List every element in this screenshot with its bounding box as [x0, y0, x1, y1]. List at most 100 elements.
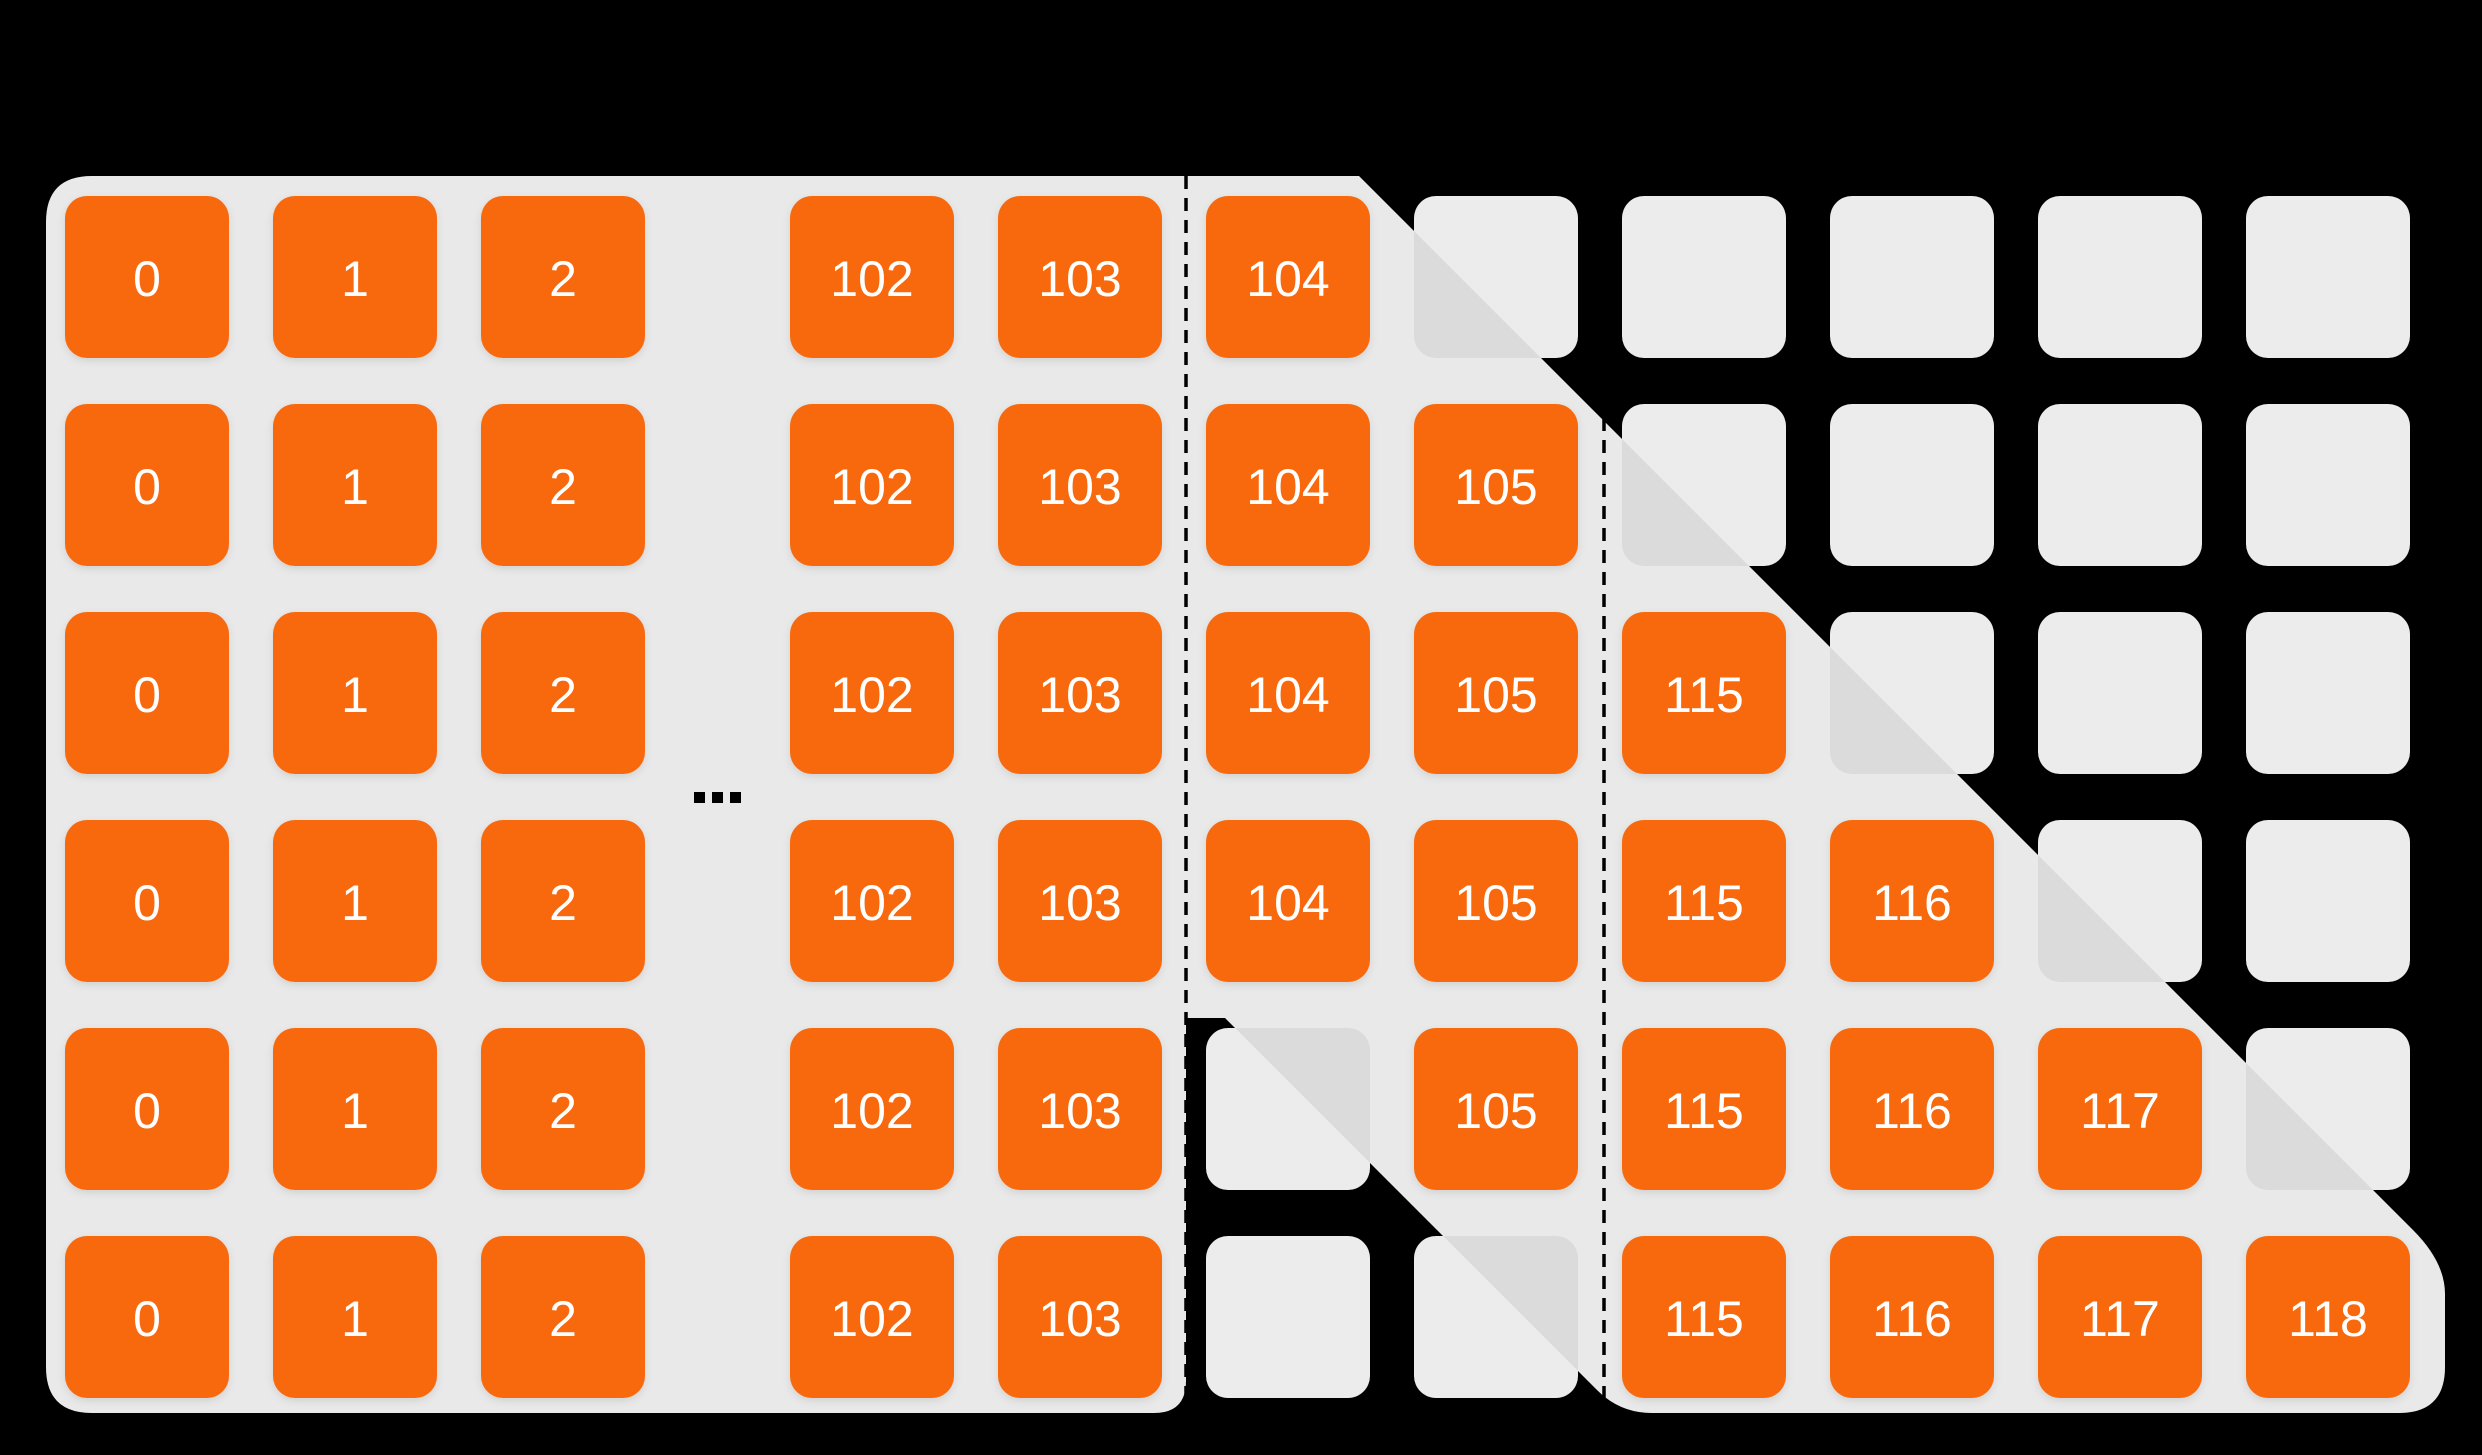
sample-tile-r6-c3: 2 [481, 1236, 645, 1398]
sample-tile-r3-c7: 105 [1414, 612, 1578, 774]
consumed-sample-tile [65, 1028, 229, 1190]
sample-tile-r3-c11 [2246, 612, 2410, 774]
sample-tile-r1-c5: 103 [998, 196, 1162, 358]
sample-tile-label: 116 [1872, 1291, 1952, 1347]
consumed-sample-tile [998, 820, 1162, 982]
unconsumed-sample-tile [1206, 1236, 1370, 1398]
consumed-sample-tile [998, 196, 1162, 358]
sample-tile-r6-c7 [1414, 1236, 1578, 1398]
sample-tile-r3-c2: 1 [273, 612, 437, 774]
sample-tile-label: 105 [1454, 1083, 1537, 1139]
sample-tile-r2-c6: 104 [1206, 404, 1370, 566]
sample-tile-r4-c2: 1 [273, 820, 437, 982]
sample-tile-r2-c11 [2246, 404, 2410, 566]
consumed-sample-tile [273, 404, 437, 566]
consumed-sample-tile [481, 404, 645, 566]
sample-tile-r5-c7: 105 [1414, 1028, 1578, 1190]
ellipsis-dot [712, 792, 723, 803]
sample-tile-label: 103 [1038, 1083, 1121, 1139]
sample-tile-label: 103 [1038, 1291, 1121, 1347]
consumed-sample-tile [1622, 1236, 1786, 1398]
consumed-sample-tile [1830, 820, 1994, 982]
sample-tile-r2-c2: 1 [273, 404, 437, 566]
sample-tile-label: 102 [830, 875, 913, 931]
sample-tile-r2-c10 [2038, 404, 2202, 566]
unconsumed-sample-tile [2246, 820, 2410, 982]
consumed-sample-tile [790, 1236, 954, 1398]
sample-tile-label: 103 [1038, 251, 1121, 307]
consumed-sample-tile [790, 196, 954, 358]
sample-tile-r6-c4: 102 [790, 1236, 954, 1398]
consumed-sample-tile [1830, 1028, 1994, 1190]
sample-tile-r3-c6: 104 [1206, 612, 1370, 774]
consumed-sample-tile [790, 612, 954, 774]
consumed-sample-tile [273, 196, 437, 358]
sample-tile-r6-c8: 115 [1622, 1236, 1786, 1398]
sample-tile-r1-c8 [1622, 196, 1786, 358]
consumed-sample-tile [1414, 612, 1578, 774]
sample-tile-label: 0 [133, 875, 161, 931]
torn-fold-shade [1414, 231, 1541, 358]
consumed-sample-tile [1414, 820, 1578, 982]
consumed-sample-tile [65, 820, 229, 982]
consumed-sample-tile [998, 612, 1162, 774]
ellipsis-dots [694, 792, 741, 803]
sample-tile-r6-c5: 103 [998, 1236, 1162, 1398]
sample-tile-label: 2 [549, 459, 577, 515]
consumed-sample-tile [273, 1236, 437, 1398]
sample-tile-label: 2 [549, 667, 577, 723]
sample-tile-r4-c8: 115 [1622, 820, 1786, 982]
consumed-sample-tile [65, 612, 229, 774]
sample-tile-label: 2 [549, 875, 577, 931]
sample-tile-label: 0 [133, 667, 161, 723]
consumed-sample-tile [65, 196, 229, 358]
sample-tile-label: 102 [830, 1083, 913, 1139]
sample-tile-r4-c5: 103 [998, 820, 1162, 982]
unconsumed-sample-tile [1830, 404, 1994, 566]
sample-tile-r2-c3: 2 [481, 404, 645, 566]
consumed-sample-tile [1622, 1028, 1786, 1190]
consumed-sample-tile [1206, 820, 1370, 982]
sample-tile-label: 2 [549, 1083, 577, 1139]
sample-tile-label: 116 [1872, 875, 1952, 931]
sample-tile-r4-c7: 105 [1414, 820, 1578, 982]
sample-tile-r6-c9: 116 [1830, 1236, 1994, 1398]
sample-tile-r5-c3: 2 [481, 1028, 645, 1190]
sample-tile-r5-c5: 103 [998, 1028, 1162, 1190]
consumed-sample-tile [2246, 1236, 2410, 1398]
sample-tile-r6-c10: 117 [2038, 1236, 2202, 1398]
sample-tile-label: 115 [1664, 667, 1744, 723]
sample-tile-r1-c9 [1830, 196, 1994, 358]
torn-fold-shade [2246, 1063, 2373, 1190]
sample-tile-label: 115 [1664, 875, 1744, 931]
consumed-sample-tile [790, 1028, 954, 1190]
consumed-sample-tile [481, 196, 645, 358]
consumed-sample-tile [1206, 196, 1370, 358]
sample-tile-r3-c8: 115 [1622, 612, 1786, 774]
consumed-sample-tile [1206, 612, 1370, 774]
consumed-sample-tile [65, 1236, 229, 1398]
sample-tile-label: 102 [830, 667, 913, 723]
sample-tile-r1-c11 [2246, 196, 2410, 358]
consumed-sample-tile [1622, 820, 1786, 982]
unconsumed-sample-tile [2246, 404, 2410, 566]
sample-tile-label: 102 [830, 459, 913, 515]
consumed-sample-tile [1830, 1236, 1994, 1398]
consumed-sample-tile [1414, 1028, 1578, 1190]
torn-fold-shade [1830, 647, 1957, 774]
consumed-sample-tile [481, 1028, 645, 1190]
unconsumed-sample-tile [2038, 196, 2202, 358]
sample-tile-label: 117 [2080, 1291, 2160, 1347]
sample-tile-label: 0 [133, 1291, 161, 1347]
unconsumed-sample-tile [1830, 196, 1994, 358]
consumed-sample-tile [998, 1028, 1162, 1190]
sample-tile-label: 103 [1038, 459, 1121, 515]
sample-tile-r6-c2: 1 [273, 1236, 437, 1398]
sample-tile-label: 103 [1038, 875, 1121, 931]
consumed-sample-tile [481, 612, 645, 774]
sample-tile-r1-c2: 1 [273, 196, 437, 358]
ellipsis-dot [730, 792, 741, 803]
sample-tile-label: 0 [133, 1083, 161, 1139]
